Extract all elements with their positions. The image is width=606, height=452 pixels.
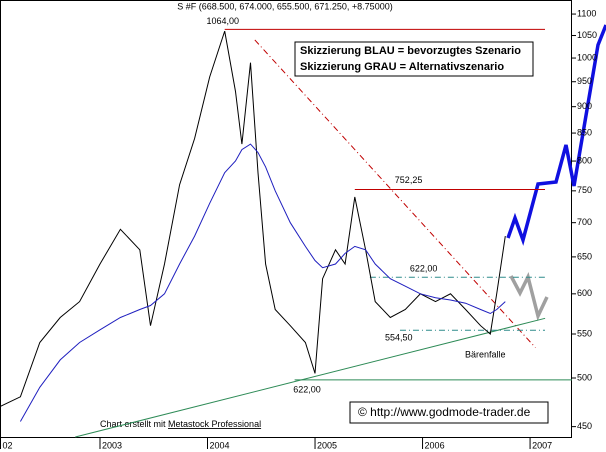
trendline [254, 39, 536, 348]
series-line [19, 143, 506, 422]
y-tick-label: 600 [577, 288, 592, 298]
level-label: 554,50 [385, 333, 413, 343]
level-label: 622,00 [410, 264, 438, 274]
scenario-blue [506, 24, 606, 246]
y-tick-label: 700 [577, 217, 592, 227]
y-tick-label: 900 [577, 101, 592, 111]
legend-line: Skizzierung BLAU = bevorzugtes Szenario [300, 45, 521, 57]
series-line [0, 30, 506, 408]
y-tick-label: 550 [577, 328, 592, 338]
level-label: 752,25 [395, 175, 423, 185]
x-tick-label: 2004 [210, 440, 230, 450]
level-label: 1064,00 [206, 16, 239, 26]
y-tick-label: 500 [577, 372, 592, 382]
footer-link: Metastock Professional [168, 419, 261, 429]
y-tick-label: 650 [577, 251, 592, 261]
x-tick-label: 2006 [425, 440, 445, 450]
y-tick-label: 950 [577, 76, 592, 86]
x-tick-label: 2005 [317, 440, 337, 450]
y-tick-label: 800 [577, 155, 592, 165]
scenario-gray [509, 272, 549, 322]
x-tick-label: 2007 [532, 440, 552, 450]
chart-title: S #F (668.500, 674.000, 655.500, 671.250… [177, 1, 392, 11]
footer-text: Chart erstellt mit [100, 419, 166, 429]
annotation: 622,00 [293, 384, 321, 394]
y-tick-label: 450 [577, 421, 592, 431]
x-tick-label: 2003 [102, 440, 122, 450]
legend-box [294, 41, 534, 77]
y-tick-label: 750 [577, 185, 592, 195]
y-tick-label: 1000 [577, 52, 597, 62]
plot-frame [0, 0, 572, 438]
y-tick-label: 1100 [577, 8, 596, 18]
legend-line: Skizzierung GRAU = Alternativszenario [300, 61, 504, 73]
copyright: © http://www.godmode-trader.de [358, 405, 531, 419]
y-tick-label: 1050 [577, 30, 597, 40]
x-tick-label: 02 [3, 440, 13, 450]
copyright-box [349, 401, 549, 424]
annotation: Bärenfalle [465, 349, 506, 359]
y-tick-label: 850 [577, 127, 592, 137]
trendline [75, 317, 546, 438]
footer: Chart erstellt mit Metastock Professiona… [100, 419, 261, 429]
